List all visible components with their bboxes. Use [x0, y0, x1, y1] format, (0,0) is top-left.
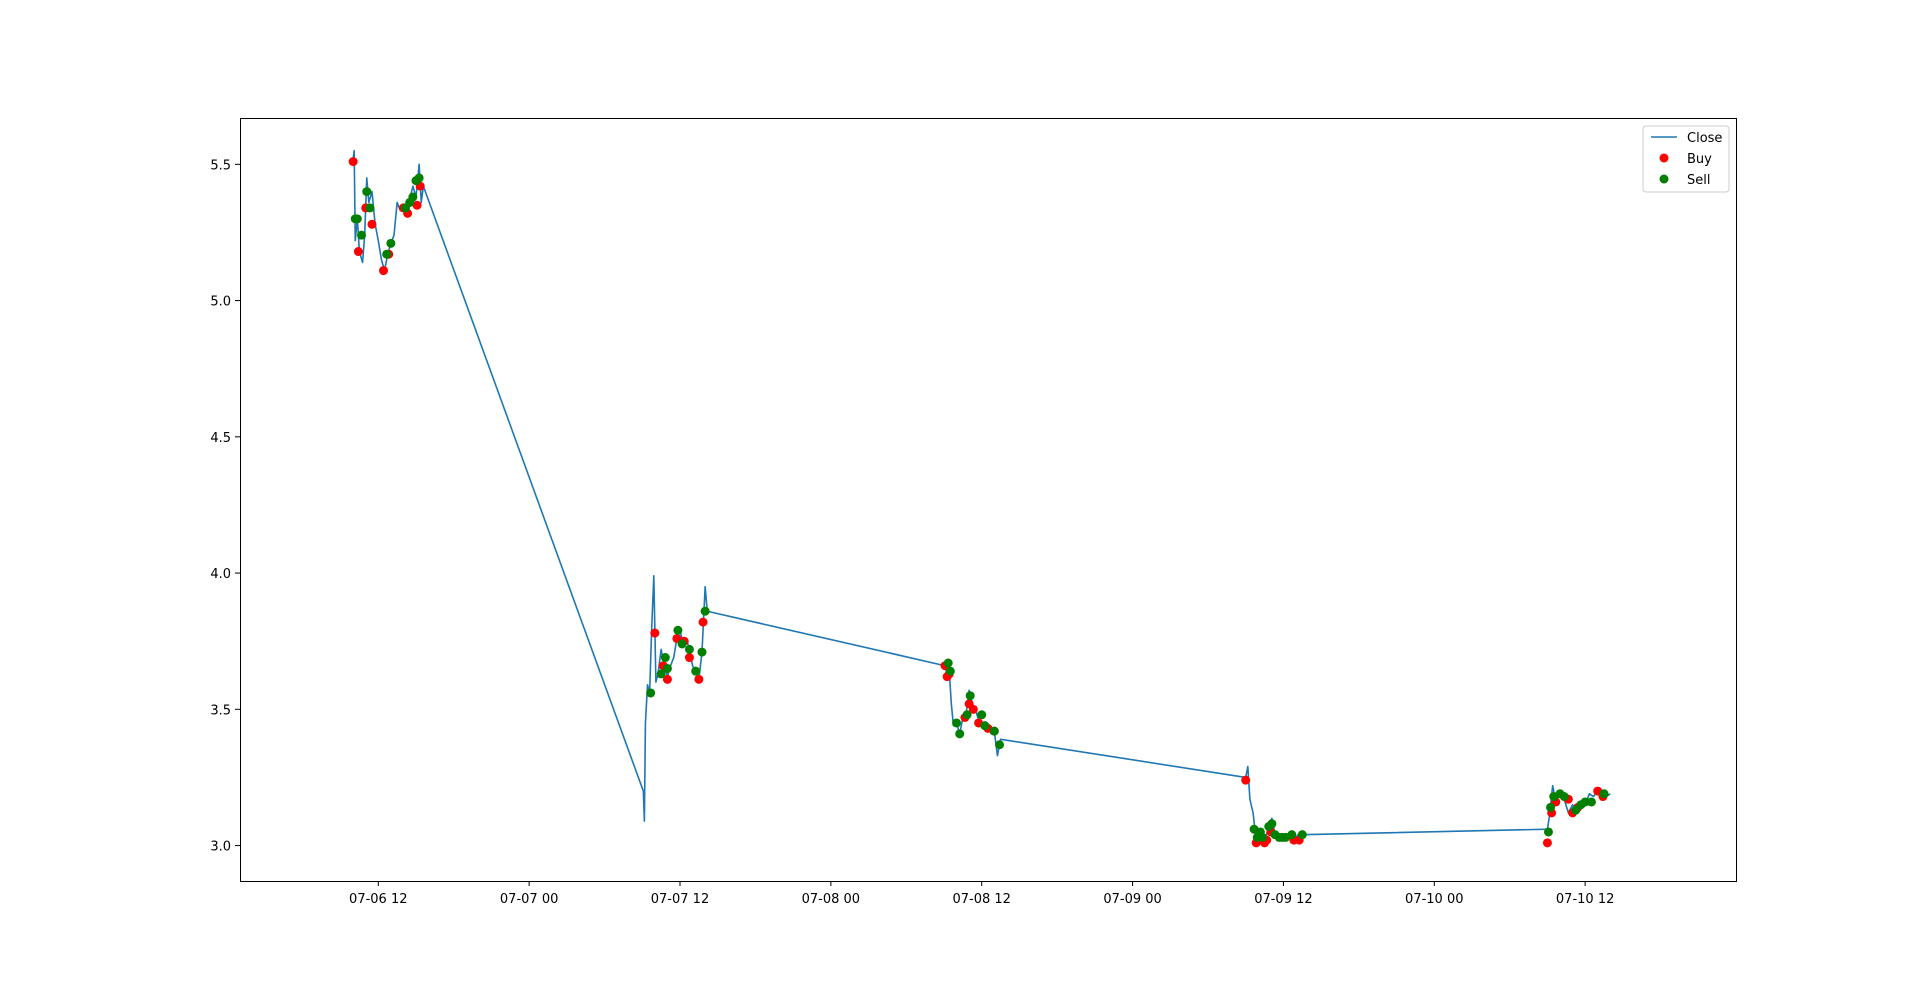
y-tick-label: 5.5: [210, 158, 231, 173]
sell-marker: [1546, 802, 1556, 812]
buy-marker: [698, 617, 708, 627]
sell-marker: [660, 653, 670, 663]
sell-marker: [362, 187, 372, 197]
x-tick-label: 07-07 12: [651, 892, 709, 907]
sell-marker: [952, 718, 962, 728]
buy-marker: [353, 247, 363, 257]
sell-marker: [977, 710, 987, 720]
sell-marker: [357, 230, 367, 240]
buy-marker: [650, 628, 660, 638]
sell-marker: [1287, 830, 1297, 840]
buy-marker: [367, 219, 377, 229]
sell-marker: [943, 658, 953, 668]
sell-marker: [1599, 789, 1609, 799]
buy-marker: [684, 653, 694, 663]
sell-marker: [656, 669, 666, 679]
sell-marker: [989, 726, 999, 736]
sell-marker: [691, 666, 701, 676]
legend-swatch-buy: [1659, 153, 1669, 163]
sell-marker: [955, 729, 965, 739]
legend-label-buy: Buy: [1687, 152, 1712, 167]
legend-label-close: Close: [1687, 131, 1722, 146]
legend: Close Buy Sell: [1642, 125, 1730, 193]
sell-marker: [414, 173, 424, 183]
y-tick-label: 5.0: [210, 295, 231, 310]
sell-marker: [962, 710, 972, 720]
buy-marker: [968, 704, 978, 714]
sell-marker: [697, 647, 707, 657]
sell-marker: [1297, 830, 1307, 840]
buy-marker: [1542, 838, 1552, 848]
y-tick-label: 3.5: [210, 703, 231, 718]
sell-marker: [965, 691, 975, 701]
sell-marker: [1543, 827, 1553, 837]
buy-marker: [1241, 775, 1251, 785]
sell-marker: [662, 663, 672, 673]
sell-marker: [995, 740, 1005, 750]
y-tick-label: 4.0: [210, 567, 231, 582]
sell-marker: [1586, 797, 1596, 807]
sell-marker: [1580, 797, 1590, 807]
x-axis: 07-06 12 07-07 00 07-07 12 07-08 00 07-08 12…: [349, 881, 1614, 907]
x-tick-label: 07-10 00: [1405, 892, 1463, 907]
buy-marker: [379, 266, 389, 276]
buy-marker: [694, 674, 704, 684]
sell-marker: [1267, 819, 1277, 829]
sell-marker: [408, 192, 418, 202]
sell-marker: [673, 625, 683, 635]
x-tick-label: 07-08 00: [802, 892, 860, 907]
y-tick-label: 4.5: [210, 431, 231, 446]
y-axis: 3.0 3.5 4.0 4.5 5.0 5.5: [210, 158, 240, 855]
buy-marker: [348, 157, 358, 167]
x-tick-label: 07-08 12: [952, 892, 1010, 907]
plot-area: [348, 149, 1611, 848]
buy-marker: [662, 674, 672, 684]
series-sell-markers: [350, 173, 1609, 842]
y-tick-label: 3.0: [210, 840, 231, 855]
sell-marker: [352, 214, 362, 224]
sell-marker: [684, 644, 694, 654]
sell-marker: [1559, 792, 1569, 802]
sell-marker: [646, 688, 656, 698]
x-tick-label: 07-09 00: [1103, 892, 1161, 907]
x-tick-label: 07-06 12: [349, 892, 407, 907]
legend-label-sell: Sell: [1687, 173, 1710, 188]
sell-marker: [382, 249, 392, 259]
x-tick-label: 07-07 00: [500, 892, 558, 907]
sell-marker: [677, 639, 687, 649]
axes-frame: [240, 118, 1737, 882]
sell-marker: [386, 238, 396, 248]
legend-swatch-sell: [1659, 174, 1669, 184]
sell-marker: [1257, 832, 1267, 842]
x-tick-label: 07-09 12: [1254, 892, 1312, 907]
sell-marker: [700, 606, 710, 616]
sell-marker: [945, 666, 955, 676]
sell-marker: [365, 203, 375, 213]
sell-marker: [980, 721, 990, 731]
x-tick-label: 07-10 12: [1556, 892, 1614, 907]
buy-marker: [412, 200, 422, 210]
